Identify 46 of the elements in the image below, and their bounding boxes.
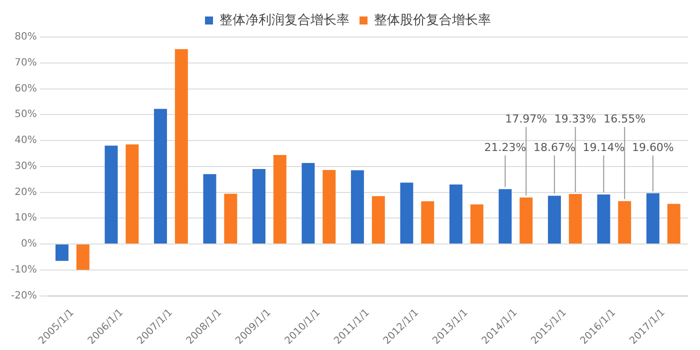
data-label: 19.60% bbox=[632, 140, 674, 154]
bar bbox=[126, 144, 139, 244]
bar bbox=[520, 198, 533, 244]
data-label: 17.97% bbox=[505, 112, 548, 126]
bar bbox=[646, 193, 660, 244]
y-tick-label: 20% bbox=[14, 186, 37, 198]
bar bbox=[568, 194, 582, 244]
bar bbox=[618, 201, 632, 244]
bar bbox=[203, 174, 216, 244]
bar bbox=[350, 170, 364, 244]
bar bbox=[224, 194, 238, 244]
bar bbox=[400, 182, 414, 244]
legend-label: 整体股价复合增长率 bbox=[374, 12, 491, 28]
y-tick-label: 70% bbox=[14, 57, 37, 68]
y-tick-label: 40% bbox=[14, 135, 37, 146]
bar bbox=[302, 163, 315, 244]
y-tick-label: 0% bbox=[20, 238, 37, 250]
bar bbox=[56, 244, 68, 261]
bar bbox=[154, 108, 167, 244]
bar bbox=[76, 244, 90, 270]
bar bbox=[322, 170, 336, 244]
bar bbox=[498, 189, 512, 244]
y-tick-label: 60% bbox=[14, 83, 37, 94]
data-label: 19.14% bbox=[582, 140, 625, 154]
data-label: 21.23% bbox=[484, 140, 526, 154]
y-tick-label: 30% bbox=[14, 160, 37, 172]
y-tick-label: 10% bbox=[14, 212, 37, 224]
y-tick-label: -20% bbox=[10, 290, 37, 302]
y-tick-label: 80% bbox=[14, 32, 37, 43]
bar bbox=[597, 194, 610, 244]
legend-label: 整体净利润复合增长率 bbox=[220, 12, 350, 28]
bar bbox=[449, 184, 462, 244]
y-tick-label: -10% bbox=[10, 264, 37, 276]
bar bbox=[470, 204, 484, 244]
data-label: 18.67% bbox=[533, 140, 576, 154]
bar bbox=[372, 196, 385, 244]
bar bbox=[548, 196, 561, 244]
bar bbox=[252, 168, 266, 244]
bar bbox=[104, 146, 118, 244]
bar bbox=[667, 204, 680, 244]
bar bbox=[174, 49, 188, 244]
data-label: 16.55% bbox=[604, 112, 646, 126]
data-label: 19.33% bbox=[554, 112, 596, 126]
y-tick-label: 50% bbox=[14, 109, 37, 120]
bar bbox=[421, 201, 434, 244]
bar bbox=[273, 154, 286, 244]
